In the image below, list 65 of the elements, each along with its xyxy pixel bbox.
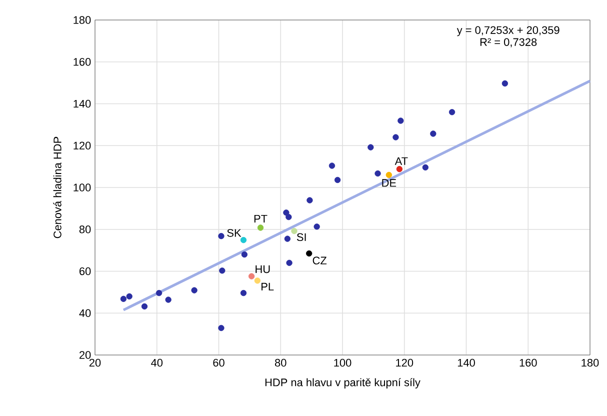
y-tick-label: 80 [79,226,91,234]
point [218,232,224,240]
point [502,80,508,87]
point [334,176,341,184]
x-tick-label: 40 [151,358,163,367]
point [374,170,381,177]
y-tick-label: 140 [74,100,91,108]
x-tick-label: 100 [334,358,352,367]
annotation: y = 0,7253x + 20,359 [456,26,560,36]
x-axis-title: HDP na hlavu v paritě kupní síly [265,378,420,388]
point [283,210,290,216]
x-tick-label: 140 [458,358,475,367]
point [314,224,320,230]
point [165,296,172,303]
point [306,250,312,257]
y-axis-title: Cenová hladina HDP [53,136,62,238]
series-label: AT [394,157,408,165]
point [120,296,127,302]
point [254,278,261,284]
series-label: CZ [312,256,327,264]
point [430,130,436,137]
y-tick-label: 20 [80,351,91,359]
point [126,293,132,300]
series-label: DE [382,179,396,187]
point [284,236,291,242]
point [156,290,162,296]
point [240,236,247,244]
y-tick-label: 40 [79,309,91,318]
point [398,118,404,124]
x-tick-label: 160 [520,358,537,367]
x-tick-label: 60 [213,358,224,367]
point [241,251,248,258]
point [218,324,224,332]
series-label: HU [256,265,270,274]
x-tick-label: 180 [582,358,599,367]
y-tick-label: 160 [74,58,91,66]
x-tick-label: 120 [396,358,414,367]
point [141,303,148,310]
point [291,228,298,234]
point [328,162,336,169]
y-tick-label: 60 [80,267,91,276]
point [240,290,247,296]
point [448,109,456,116]
y-tick-label: 120 [74,142,91,150]
point [219,268,226,274]
point [422,164,429,170]
point [248,273,255,280]
point [396,166,403,172]
series-label: PT [254,214,268,222]
point [392,134,399,140]
point [306,197,313,204]
point [191,287,198,294]
point [386,172,392,178]
y-tick-label: 100 [74,184,91,192]
series-label: SK [227,229,242,237]
x-tick-label: 80 [275,358,286,367]
point [368,144,374,150]
x-tick-label: 20 [89,358,101,367]
point [286,260,292,266]
annotation: R² = 0,7328 [480,38,537,48]
y-tick-label: 180 [74,16,91,24]
point [257,224,264,231]
point [286,214,292,220]
series-label: SI [296,233,306,242]
series-label: PL [262,282,274,290]
